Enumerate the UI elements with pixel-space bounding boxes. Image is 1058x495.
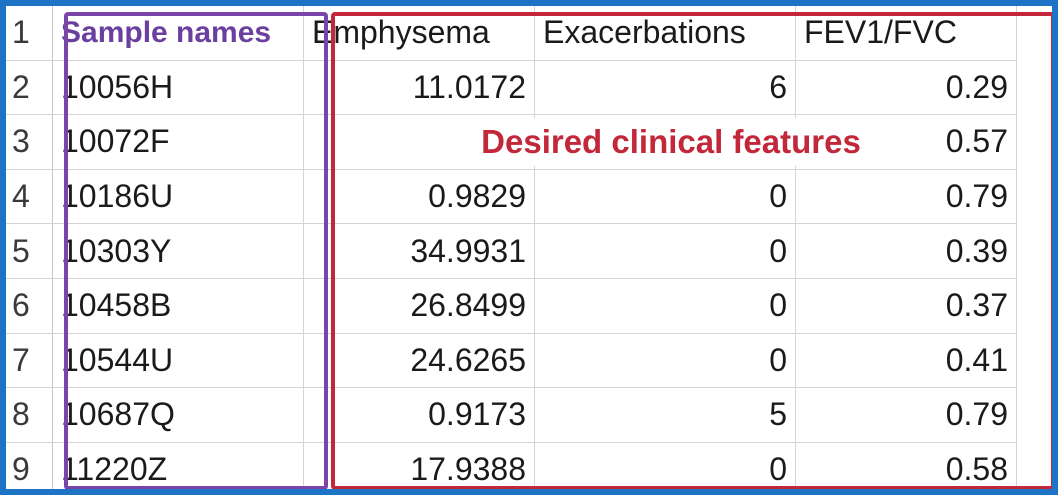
emphysema-cell[interactable]: 24.6265 [303, 333, 535, 389]
header-exacerbations[interactable]: Exacerbations [534, 6, 796, 61]
table-row: 6 10458B 26.8499 0 0.37 [6, 278, 1017, 334]
sample-cell[interactable]: 11220Z [52, 442, 304, 489]
emphysema-cell[interactable]: 26.8499 [303, 278, 535, 334]
sample-cell[interactable]: 10186U [52, 169, 304, 225]
emphysema-cell[interactable]: 0.9829 [303, 169, 535, 225]
fev1-fvc-cell[interactable]: 0.29 [795, 60, 1017, 116]
sample-cell[interactable]: 10072F [52, 114, 304, 170]
emphysema-cell[interactable]: 34.9931 [303, 223, 535, 279]
exacerbations-cell[interactable]: 0 [534, 278, 796, 334]
fev1-fvc-cell[interactable]: 0.79 [795, 387, 1017, 443]
sample-cell[interactable]: 10303Y [52, 223, 304, 279]
row-number[interactable]: 3 [6, 114, 53, 170]
row-number[interactable]: 8 [6, 387, 53, 443]
sample-cell[interactable]: 10687Q [52, 387, 304, 443]
exacerbations-cell[interactable]: 0 [534, 223, 796, 279]
emphysema-cell[interactable]: 0.9173 [303, 387, 535, 443]
fev1-fvc-cell[interactable]: 0.41 [795, 333, 1017, 389]
emphysema-cell[interactable]: 11.0172 [303, 60, 535, 116]
sample-cell[interactable]: 10544U [52, 333, 304, 389]
row-number[interactable]: 6 [6, 278, 53, 334]
table-row: 9 11220Z 17.9388 0 0.58 [6, 442, 1017, 489]
fev1-fvc-cell[interactable]: 0.39 [795, 223, 1017, 279]
row-number[interactable]: 5 [6, 223, 53, 279]
header-fev1-fvc[interactable]: FEV1/FVC [795, 6, 1017, 61]
table-row: 5 10303Y 34.9931 0 0.39 [6, 223, 1017, 279]
exacerbations-cell[interactable]: 0 [534, 169, 796, 225]
exacerbations-cell[interactable]: 5 [534, 387, 796, 443]
exacerbations-cell[interactable]: 6 [534, 60, 796, 116]
row-number[interactable]: 7 [6, 333, 53, 389]
emphysema-cell[interactable]: 17.9388 [303, 442, 535, 489]
sample-names-label: Sample names [52, 6, 304, 61]
table-row: 8 10687Q 0.9173 5 0.79 [6, 387, 1017, 443]
row-number[interactable]: 1 [6, 6, 53, 61]
exacerbations-cell[interactable]: 0 [534, 333, 796, 389]
row-number[interactable]: 2 [6, 60, 53, 116]
clinical-features-label: Desired clinical features [446, 118, 896, 166]
sample-cell[interactable]: 10458B [52, 278, 304, 334]
header-emphysema[interactable]: Emphysema [303, 6, 535, 61]
table-row: 4 10186U 0.9829 0 0.79 [6, 169, 1017, 225]
row-number[interactable]: 4 [6, 169, 53, 225]
table-row: 2 10056H 11.0172 6 0.29 [6, 60, 1017, 116]
header-row: 1 Sample names Emphysema Exacerbations F… [6, 6, 1017, 61]
fev1-fvc-cell[interactable]: 0.37 [795, 278, 1017, 334]
sample-cell[interactable]: 10056H [52, 60, 304, 116]
row-number[interactable]: 9 [6, 442, 53, 489]
spreadsheet: 1 Sample names Emphysema Exacerbations F… [6, 6, 1017, 489]
fev1-fvc-cell[interactable]: 0.58 [795, 442, 1017, 489]
fev1-fvc-cell[interactable]: 0.79 [795, 169, 1017, 225]
table-row: 7 10544U 24.6265 0 0.41 [6, 333, 1017, 389]
exacerbations-cell[interactable]: 0 [534, 442, 796, 489]
